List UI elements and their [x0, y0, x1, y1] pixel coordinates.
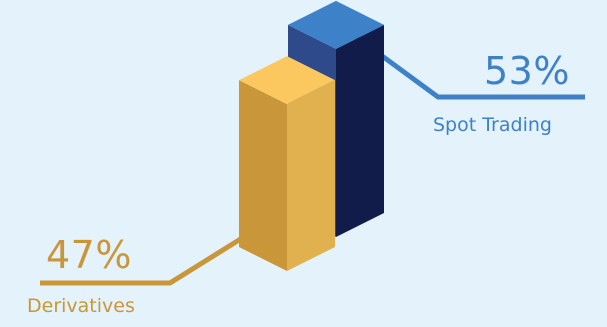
- value-label-spot-trading: 53%: [484, 49, 570, 93]
- category-label-spot-trading: Spot Trading: [433, 114, 552, 136]
- bar-top-face-spot-trading: [288, 0, 384, 49]
- bar-right-face-spot-trading: [336, 24, 384, 237]
- leader-line-derivatives: [40, 232, 249, 286]
- bar-right-face-derivatives: [287, 80, 335, 272]
- bars-group: [40, 0, 585, 286]
- category-label-derivatives: Derivatives: [27, 295, 135, 317]
- bar-left-face-derivatives: [239, 80, 287, 272]
- bar-top-face-derivatives: [239, 56, 335, 105]
- value-label-derivatives: 47%: [46, 233, 132, 277]
